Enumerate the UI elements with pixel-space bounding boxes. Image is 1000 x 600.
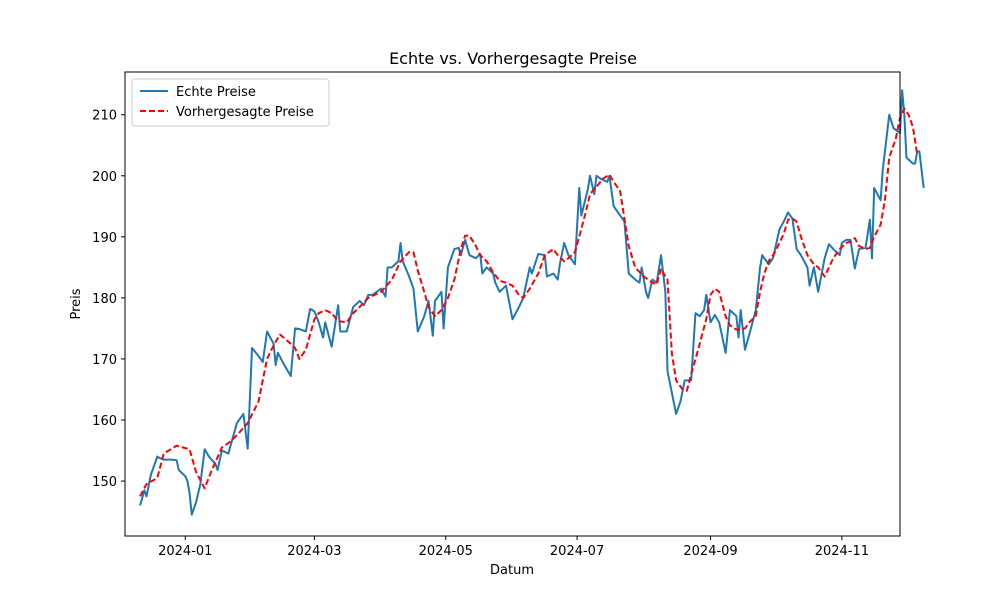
y-tick-label: 200	[92, 170, 117, 185]
series-line-echte-preise	[139, 89, 925, 516]
legend-label-vorhergesagte-preise: Vorhergesagte Preise	[176, 105, 314, 120]
x-axis: 2024-01 2024-03 2024-05 2024-07 2024-09 2024-…	[158, 536, 869, 559]
x-tick-label: 2024-09	[683, 544, 737, 559]
y-axis: 150 160 170 180 190 200 210	[92, 109, 125, 490]
plot-frame	[124, 71, 901, 537]
x-axis-label: Datum	[490, 563, 534, 578]
legend: Echte Preise Vorhergesagte Preise	[131, 78, 330, 127]
series-layer	[139, 89, 925, 516]
y-tick-label: 210	[92, 109, 117, 124]
series-line-vorhergesagte-preise	[139, 107, 919, 497]
x-tick-label: 2024-03	[287, 544, 341, 559]
legend-label-echte-preise: Echte Preise	[176, 85, 256, 100]
x-tick-label: 2024-01	[158, 544, 212, 559]
x-tick-label: 2024-07	[550, 544, 604, 559]
x-tick-label: 2024-05	[419, 544, 473, 559]
y-tick-label: 180	[92, 292, 117, 307]
chart-title: Echte vs. Vorhergesagte Preise	[389, 49, 637, 68]
y-tick-label: 190	[92, 231, 117, 246]
y-tick-label: 150	[92, 475, 117, 490]
x-tick-label: 2024-11	[815, 544, 869, 559]
y-axis-label: Preis	[69, 288, 84, 319]
legend-box	[131, 78, 330, 127]
y-tick-label: 160	[92, 414, 117, 429]
y-tick-label: 170	[92, 353, 117, 368]
